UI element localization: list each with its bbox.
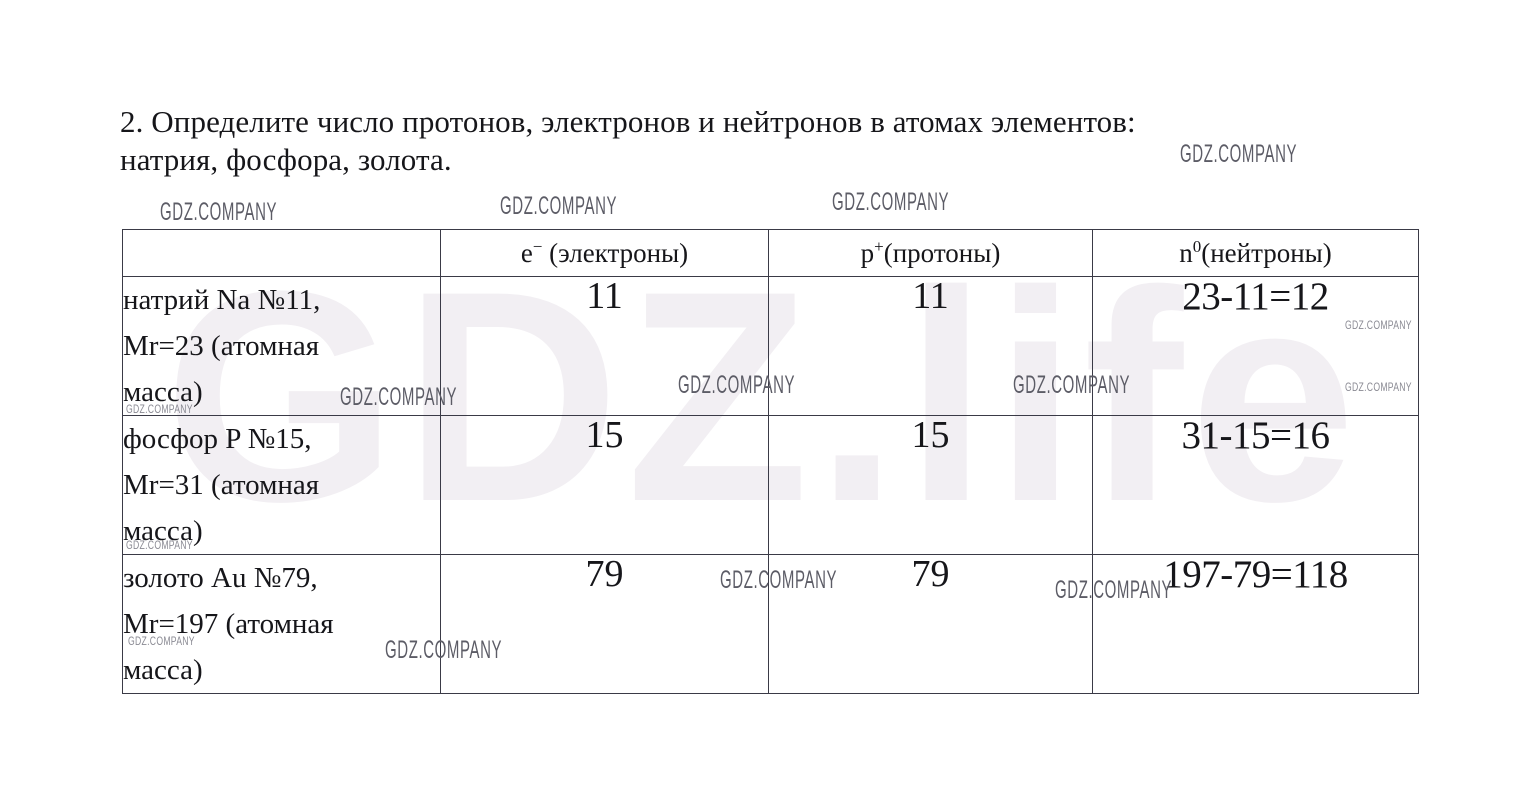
- element-mass-line: Mr=23 (атомная: [123, 330, 320, 362]
- protons-value: 11: [768, 276, 1093, 416]
- electrons-value: 15: [440, 415, 769, 555]
- protons-label: (протоны): [883, 238, 1001, 268]
- neutrons-value: 31-15=16: [1092, 415, 1419, 555]
- element-name-number: золото Au №79,: [123, 562, 318, 594]
- element-label-cell: золото Au №79, Mr=197 (атомная масса): [122, 554, 441, 694]
- neutrons-value: 23-11=12: [1092, 276, 1419, 416]
- table-header-electrons: e− (электроны): [440, 229, 769, 277]
- gdz-watermark: GDZ.COMPANY: [832, 188, 950, 216]
- element-name-number: натрий Na №11,: [123, 284, 321, 316]
- protons-charge-superscript: +: [874, 237, 884, 256]
- table-header-protons: p+(протоны): [768, 229, 1093, 277]
- atoms-table: e− (электроны) p+(протоны) n0(нейтроны) …: [122, 229, 1419, 694]
- protons-value: 15: [768, 415, 1093, 555]
- neutrons-label: (нейтроны): [1201, 238, 1332, 268]
- table-header-corner: [122, 229, 441, 277]
- table-row: фосфор P №15, Mr=31 (атомная масса) 15 1…: [122, 415, 1419, 555]
- electrons-charge-superscript: −: [532, 237, 543, 256]
- gdz-watermark: GDZ.COMPANY: [160, 198, 278, 226]
- element-mass-line: Mr=31 (атомная: [123, 469, 320, 501]
- element-label-cell: фосфор P №15, Mr=31 (атомная масса): [122, 415, 441, 555]
- electrons-value: 79: [440, 554, 769, 694]
- neutrons-charge-superscript: 0: [1192, 237, 1202, 256]
- question-line-2: натрия, фосфора, золота.: [120, 142, 452, 177]
- element-mass-line-cont: масса): [123, 654, 203, 686]
- table-row: золото Au №79, Mr=197 (атомная масса) 79…: [122, 554, 1419, 694]
- protons-symbol: p: [860, 238, 875, 268]
- element-name-number: фосфор P №15,: [123, 423, 312, 455]
- element-mass-line: Mr=197 (атомная: [123, 608, 334, 640]
- protons-value: 79: [768, 554, 1093, 694]
- electrons-label: (электроны): [549, 238, 689, 268]
- element-label-cell: натрий Na №11, Mr=23 (атомная масса): [122, 276, 441, 416]
- element-mass-line-cont: масса): [123, 515, 203, 547]
- question-text: 2. Определите число протонов, электронов…: [120, 103, 1420, 179]
- electrons-symbol: e: [520, 238, 533, 268]
- gdz-watermark: GDZ.COMPANY: [500, 192, 618, 220]
- neutrons-value: 197-79=118: [1092, 554, 1419, 694]
- neutrons-symbol: n: [1179, 238, 1193, 268]
- question-line-1: 2. Определите число протонов, электронов…: [120, 104, 1136, 139]
- table-row: натрий Na №11, Mr=23 (атомная масса) 11 …: [122, 276, 1419, 416]
- table-header-neutrons: n0(нейтроны): [1092, 229, 1419, 277]
- electrons-value: 11: [440, 276, 769, 416]
- element-mass-line-cont: масса): [123, 376, 203, 408]
- table-header-row: e− (электроны) p+(протоны) n0(нейтроны): [122, 229, 1419, 277]
